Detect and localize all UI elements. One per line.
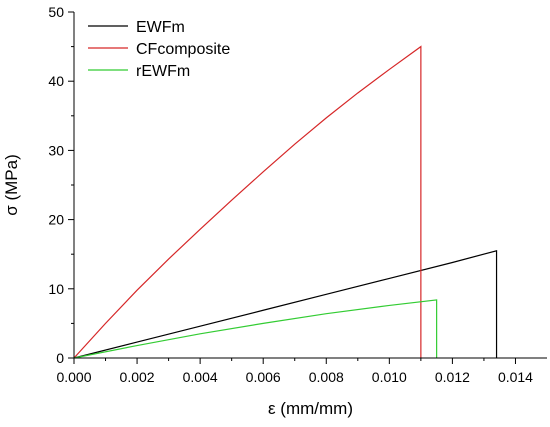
x-tick-label: 0.000 [56, 369, 91, 385]
x-tick-label: 0.006 [246, 369, 281, 385]
y-axis-label: σ (MPa) [2, 154, 21, 216]
legend-label-ewfm: EWFm [136, 19, 185, 36]
series-line-ewfm [73, 249, 498, 359]
legend: EWFm CFcomposite rEWFm [88, 19, 230, 80]
axes-layer: 0.000 0.002 0.004 0.006 0.008 0.010 0.012 0.014… [48, 4, 547, 385]
x-tick-label: 0.012 [435, 369, 470, 385]
plot-layer [73, 45, 498, 359]
y-tick-label: 10 [48, 281, 64, 297]
y-tick-label: 50 [48, 4, 64, 20]
y-tick-label: 30 [48, 142, 64, 158]
x-axis-label: ε (mm/mm) [268, 399, 353, 418]
y-tick-label: 0 [56, 350, 64, 366]
legend-label-cfcomposite: CFcomposite [136, 41, 230, 58]
legend-label-rewfm: rEWFm [136, 63, 190, 80]
series-line-rewfm [73, 299, 438, 359]
y-tick-label: 40 [48, 73, 64, 89]
y-tick-label: 20 [48, 212, 64, 228]
x-tick-label: 0.014 [498, 369, 533, 385]
x-tick-label: 0.008 [309, 369, 344, 385]
x-tick-label: 0.002 [120, 369, 155, 385]
x-tick-label: 0.004 [183, 369, 218, 385]
x-tick-label: 0.010 [372, 369, 407, 385]
series-line-cfcomposite [73, 45, 422, 359]
